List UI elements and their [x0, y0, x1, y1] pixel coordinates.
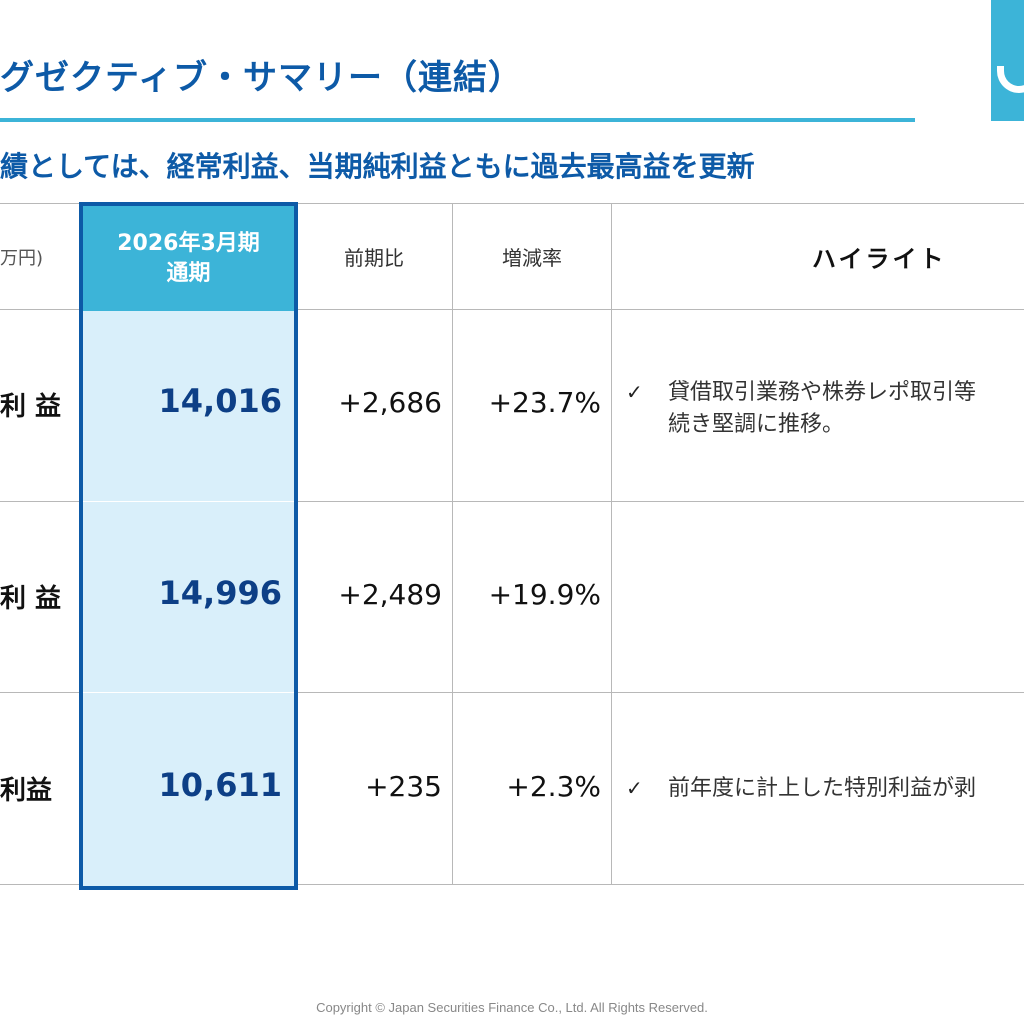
column-header-highlight: ハイライト [812, 245, 947, 273]
diff-value: +2,489 [338, 578, 442, 611]
table-row-divider [0, 501, 1024, 502]
unit-label: 万円) [0, 247, 44, 269]
check-icon: ✓ [626, 776, 643, 800]
diff-value: +2,686 [338, 386, 442, 419]
highlight-text: 続き堅調に推移。 [668, 412, 845, 437]
rate-value: +19.9% [488, 578, 601, 611]
row-label: 利 益 [0, 584, 62, 614]
current-period-header-line1: 2026年3月期 [117, 230, 260, 256]
title-underline [0, 118, 915, 122]
current-period-column: 2026年3月期 通期 [79, 202, 298, 890]
copyright-footer: Copyright © Japan Securities Finance Co.… [316, 1000, 708, 1015]
column-divider [452, 203, 453, 885]
current-value: 10,611 [158, 766, 282, 804]
table-row-divider [0, 692, 1024, 693]
rate-value: +23.7% [488, 386, 601, 419]
diff-value: +235 [365, 770, 442, 803]
column-row-divider [83, 501, 294, 502]
rate-value: +2.3% [506, 770, 601, 803]
table-header-divider [0, 309, 1024, 310]
row-label: 利 益 [0, 392, 62, 422]
current-period-header-line2: 通期 [166, 260, 211, 286]
column-row-divider [83, 692, 294, 693]
table-top-border [0, 203, 1024, 204]
current-period-header: 2026年3月期 通期 [83, 206, 294, 311]
highlight-note: ✓ 前年度に計上した特別利益が剥 [626, 772, 1024, 805]
column-divider [611, 203, 612, 885]
check-icon: ✓ [626, 380, 643, 404]
highlight-note: ✓ 貸借取引業務や株券レポ取引等 続き堅調に推移。 [626, 376, 1024, 441]
column-header-rate: 増減率 [502, 246, 562, 270]
table-bottom-border [0, 884, 1024, 885]
row-label: 利益 [0, 776, 53, 806]
column-header-diff: 前期比 [344, 246, 404, 270]
page-subtitle: 績としては、経常利益、当期純利益ともに過去最高益を更新 [0, 150, 755, 183]
page-title: グゼクティブ・サマリー（連結） [0, 58, 523, 98]
brand-logo-icon [991, 0, 1024, 121]
current-value: 14,016 [158, 382, 282, 420]
highlight-text: 貸借取引業務や株券レポ取引等 [668, 380, 977, 405]
current-value: 14,996 [158, 574, 282, 612]
highlight-text: 前年度に計上した特別利益が剥 [668, 776, 977, 801]
